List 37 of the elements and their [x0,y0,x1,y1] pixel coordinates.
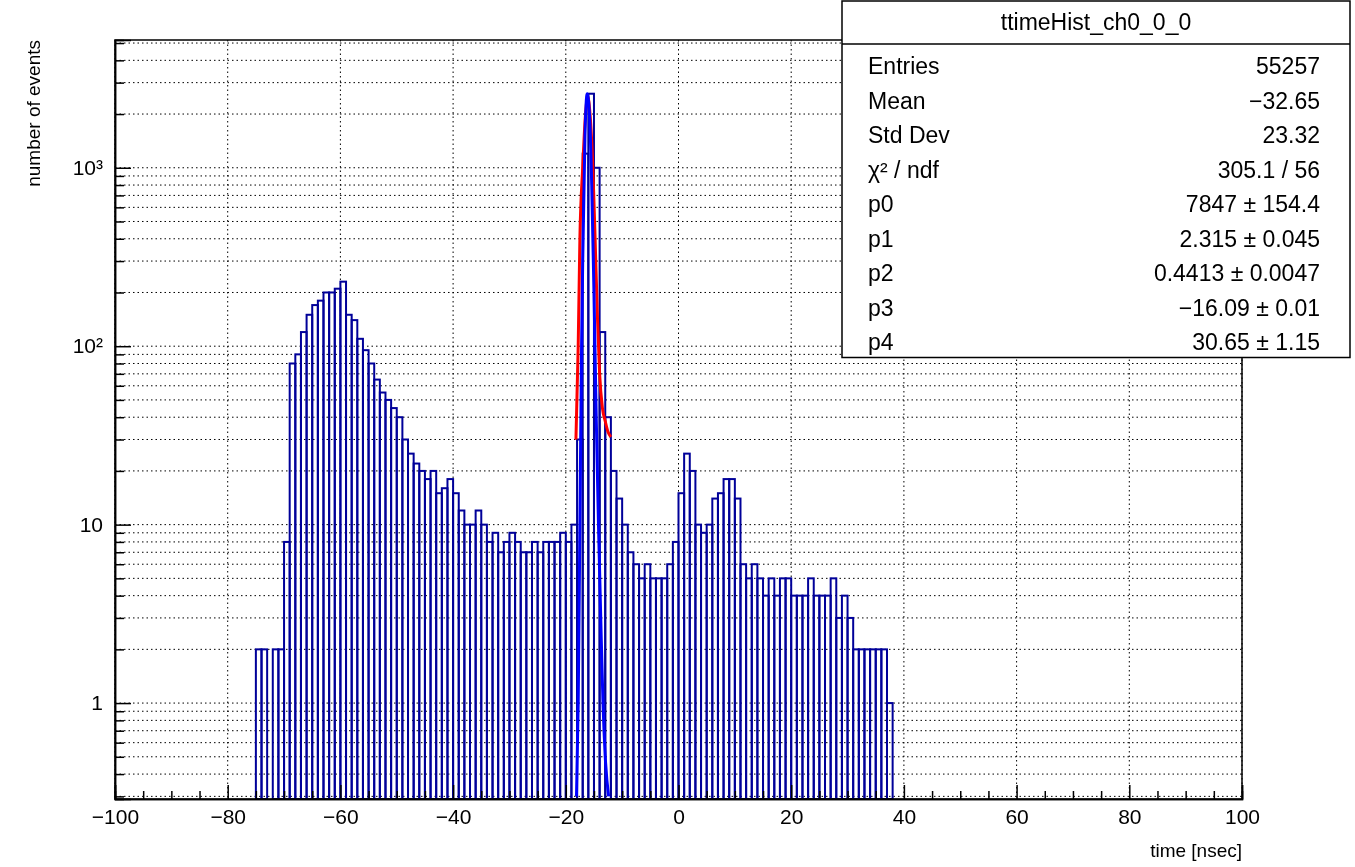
line-series [575,92,611,798]
annotation: Std Dev [868,122,951,148]
text: 55257 [1256,53,1320,79]
x-tick-label: 80 [1118,804,1142,828]
annotation: 7847 ± 154.4 [1185,191,1321,217]
annotation: Entries [868,53,940,79]
text: ttimeHist_ch0_0_0 [1000,9,1192,35]
annotation: p3 [868,294,894,321]
x-tick-label: −80 [210,804,247,828]
annotation: p1 [868,225,894,252]
x-tick-label: −20 [548,804,585,828]
annotation: χ² / ndf [868,156,940,183]
annotation: −16.09 ± 0.01 [1178,294,1320,321]
y-tick-label: 10³ [72,155,103,179]
x-tick-label: 20 [780,804,804,828]
y-tick-label: 10² [72,334,103,358]
x-tick-label: −40 [435,804,472,828]
annotation: 2.315 ± 0.045 [1179,225,1320,252]
y-tick-label: 1 [91,691,103,715]
x-tick-label: 0 [673,804,685,828]
x-tick-label: 100 [1224,804,1261,828]
text: −32.65 [1249,87,1320,114]
x-tick-label: −100 [91,804,140,828]
y-axis-title: number of events [23,40,44,187]
annotation: Mean [868,87,926,114]
annotation: p4 [868,329,894,355]
y-tick-label: 10 [79,512,103,536]
x-axis-title: time [nsec] [1150,840,1242,861]
annotation: p2 [868,260,894,286]
annotation: 0.4413 ± 0.0047 [1153,260,1320,286]
x-tick-label: −60 [323,804,359,828]
annotation: 30.65 ± 1.15 [1192,329,1320,355]
annotation: p0 [868,191,894,217]
x-tick-label: 40 [892,804,917,828]
x-tick-label: 60 [1005,804,1029,828]
annotation: 305.1 / 56 [1217,156,1320,183]
text: 23.32 [1262,122,1320,148]
